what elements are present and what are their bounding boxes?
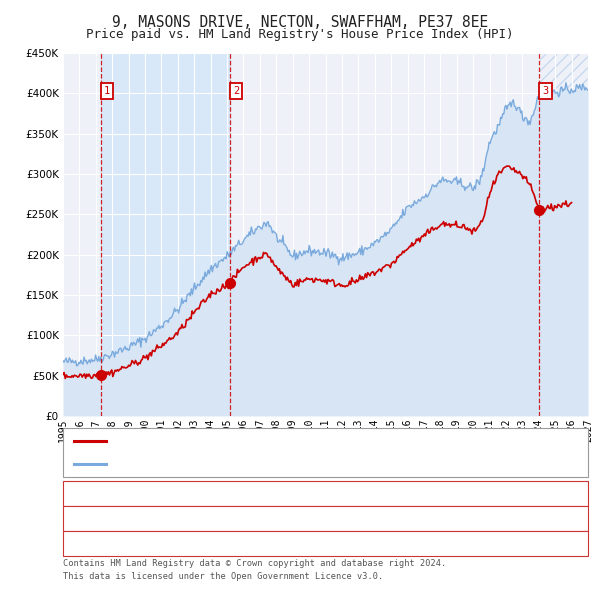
Text: 9, MASONS DRIVE, NECTON, SWAFFHAM, PE37 8EE (detached house): 9, MASONS DRIVE, NECTON, SWAFFHAM, PE37 … <box>113 437 473 447</box>
Text: 2: 2 <box>233 86 239 96</box>
Text: £50,950: £50,950 <box>352 489 398 499</box>
Text: This data is licensed under the Open Government Licence v3.0.: This data is licensed under the Open Gov… <box>63 572 383 581</box>
Text: 3: 3 <box>542 86 548 96</box>
Bar <box>539 53 588 416</box>
Bar <box>539 53 588 416</box>
Text: 3: 3 <box>73 539 80 548</box>
Bar <box>101 53 230 416</box>
Text: Price paid vs. HM Land Registry's House Price Index (HPI): Price paid vs. HM Land Registry's House … <box>86 28 514 41</box>
Text: 15-JAN-2024: 15-JAN-2024 <box>140 539 214 548</box>
Text: 1: 1 <box>73 489 80 499</box>
Text: 17% ↓ HPI: 17% ↓ HPI <box>464 514 526 523</box>
Text: 2: 2 <box>73 514 80 523</box>
Text: 26% ↓ HPI: 26% ↓ HPI <box>464 489 526 499</box>
Text: £255,000: £255,000 <box>348 539 402 548</box>
Text: Contains HM Land Registry data © Crown copyright and database right 2024.: Contains HM Land Registry data © Crown c… <box>63 559 446 568</box>
Text: HPI: Average price, detached house, Breckland: HPI: Average price, detached house, Brec… <box>113 458 383 468</box>
Text: £165,000: £165,000 <box>348 514 402 523</box>
Text: 18-APR-1997: 18-APR-1997 <box>140 489 214 499</box>
Text: 9, MASONS DRIVE, NECTON, SWAFFHAM, PE37 8EE: 9, MASONS DRIVE, NECTON, SWAFFHAM, PE37 … <box>112 15 488 30</box>
Text: 31% ↓ HPI: 31% ↓ HPI <box>464 539 526 548</box>
Text: 1: 1 <box>104 86 110 96</box>
Text: 03-MAR-2005: 03-MAR-2005 <box>140 514 214 523</box>
